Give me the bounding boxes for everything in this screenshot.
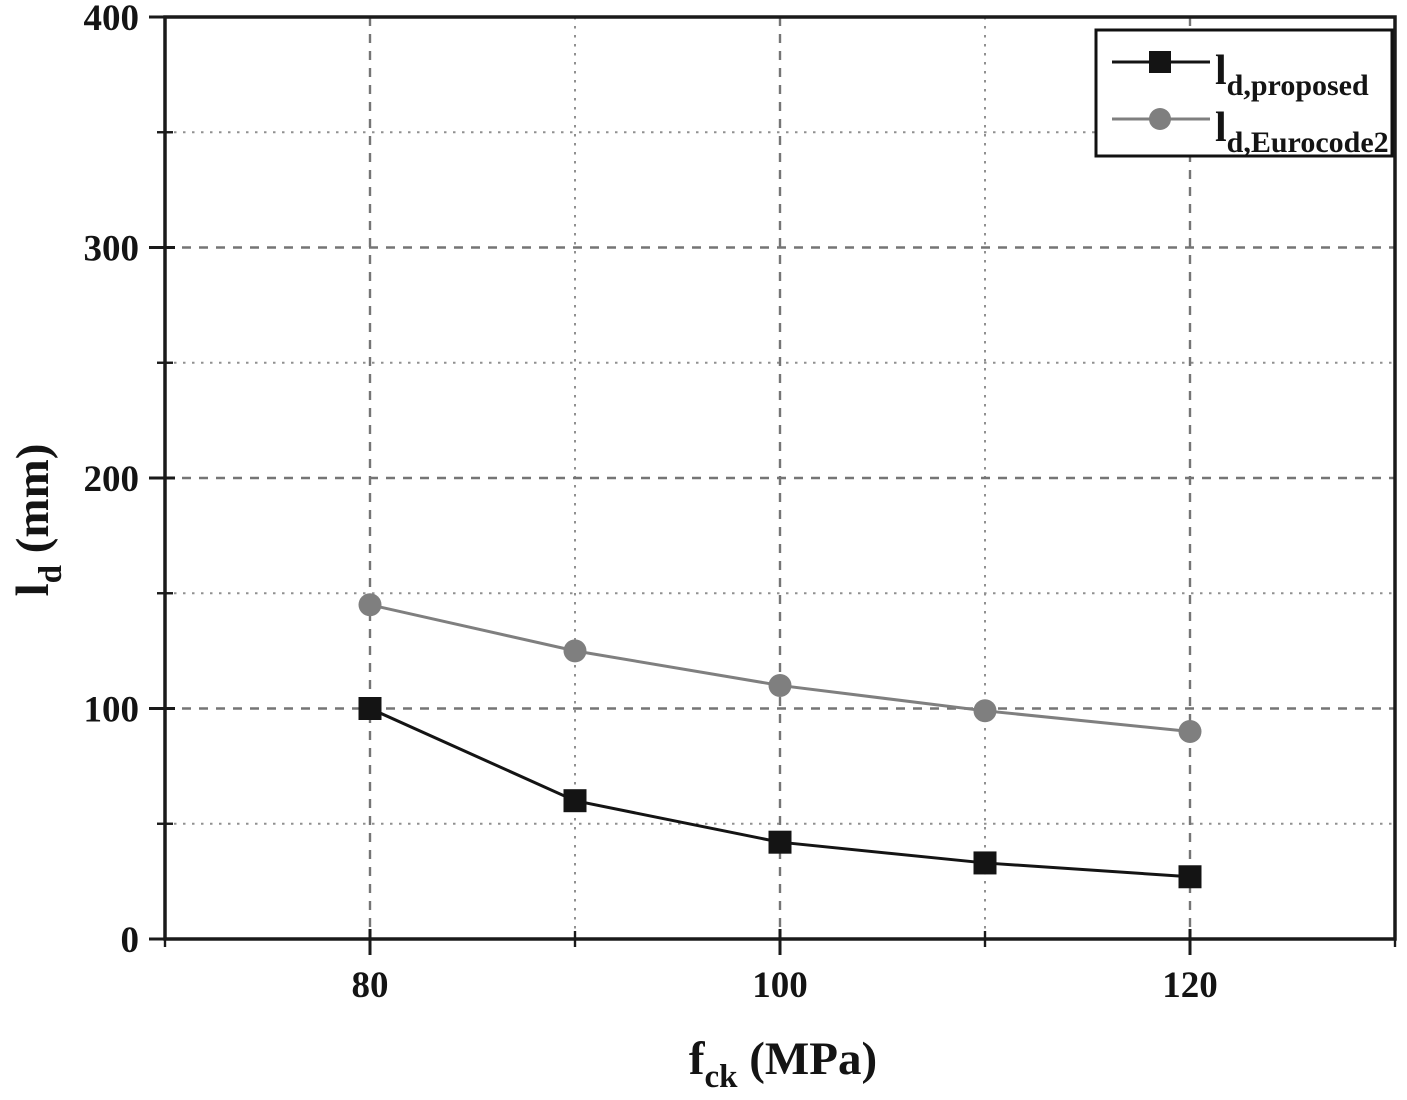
data-point-l_d,Eurocode2-80 — [358, 593, 382, 617]
legend: ld,proposed ld,Eurocode2 — [1094, 28, 1394, 159]
tick-label-layer: 80 100 120 0 100 200 300 400 — [84, 0, 1218, 1006]
data-point-l_d,Eurocode2-90 — [563, 639, 587, 663]
data-point-l_d,proposed-80 — [358, 697, 382, 720]
y-axis-title-units: (mm) — [7, 444, 59, 565]
series-layer — [358, 593, 1202, 889]
legend-box — [1094, 28, 1394, 158]
y-axis-title-main: l — [7, 583, 59, 596]
legend-label-eurocode2: ld,Eurocode2 — [1215, 105, 1389, 159]
y-tick-label-400: 400 — [84, 0, 140, 39]
data-point-l_d,Eurocode2-120 — [1178, 720, 1202, 744]
legend-square-marker-icon — [1149, 51, 1171, 73]
x-tick-label-80: 80 — [352, 965, 389, 1006]
x-axis-title-subscript: ck — [705, 1059, 739, 1095]
legend-label-eurocode2-subscript: d,Eurocode2 — [1227, 126, 1389, 159]
data-point-l_d,proposed-110 — [973, 851, 997, 875]
data-point-l_d,proposed-100 — [768, 830, 792, 854]
data-point-l_d,proposed-90 — [563, 789, 587, 813]
x-axis-title-units: (MPa) — [738, 1033, 878, 1085]
x-tick-label-120: 120 — [1162, 965, 1218, 1006]
legend-label-proposed-main: l — [1215, 48, 1227, 94]
tick-layer — [149, 15, 1397, 955]
x-axis-title-main: f — [689, 1033, 706, 1085]
data-point-l_d,proposed-120 — [1178, 865, 1202, 889]
y-axis-title: ld (mm) — [7, 444, 69, 597]
y-tick-label-300: 300 — [84, 229, 140, 270]
plot-frame — [163, 15, 1397, 941]
y-tick-label-200: 200 — [84, 459, 140, 500]
legend-label-proposed-subscript: d,proposed — [1227, 69, 1369, 102]
x-axis-title: fck (MPa) — [689, 1033, 877, 1095]
x-tick-label-100: 100 — [752, 965, 808, 1006]
legend-label-eurocode2-main: l — [1215, 105, 1227, 151]
data-point-l_d,Eurocode2-100 — [768, 673, 792, 697]
y-axis-title-subscript: d — [33, 565, 69, 583]
y-tick-label-0: 0 — [121, 920, 140, 961]
data-point-l_d,Eurocode2-110 — [973, 699, 997, 723]
y-tick-label-100: 100 — [84, 690, 140, 731]
legend-label-proposed: ld,proposed — [1215, 48, 1369, 102]
legend-circle-marker-icon — [1149, 108, 1171, 130]
